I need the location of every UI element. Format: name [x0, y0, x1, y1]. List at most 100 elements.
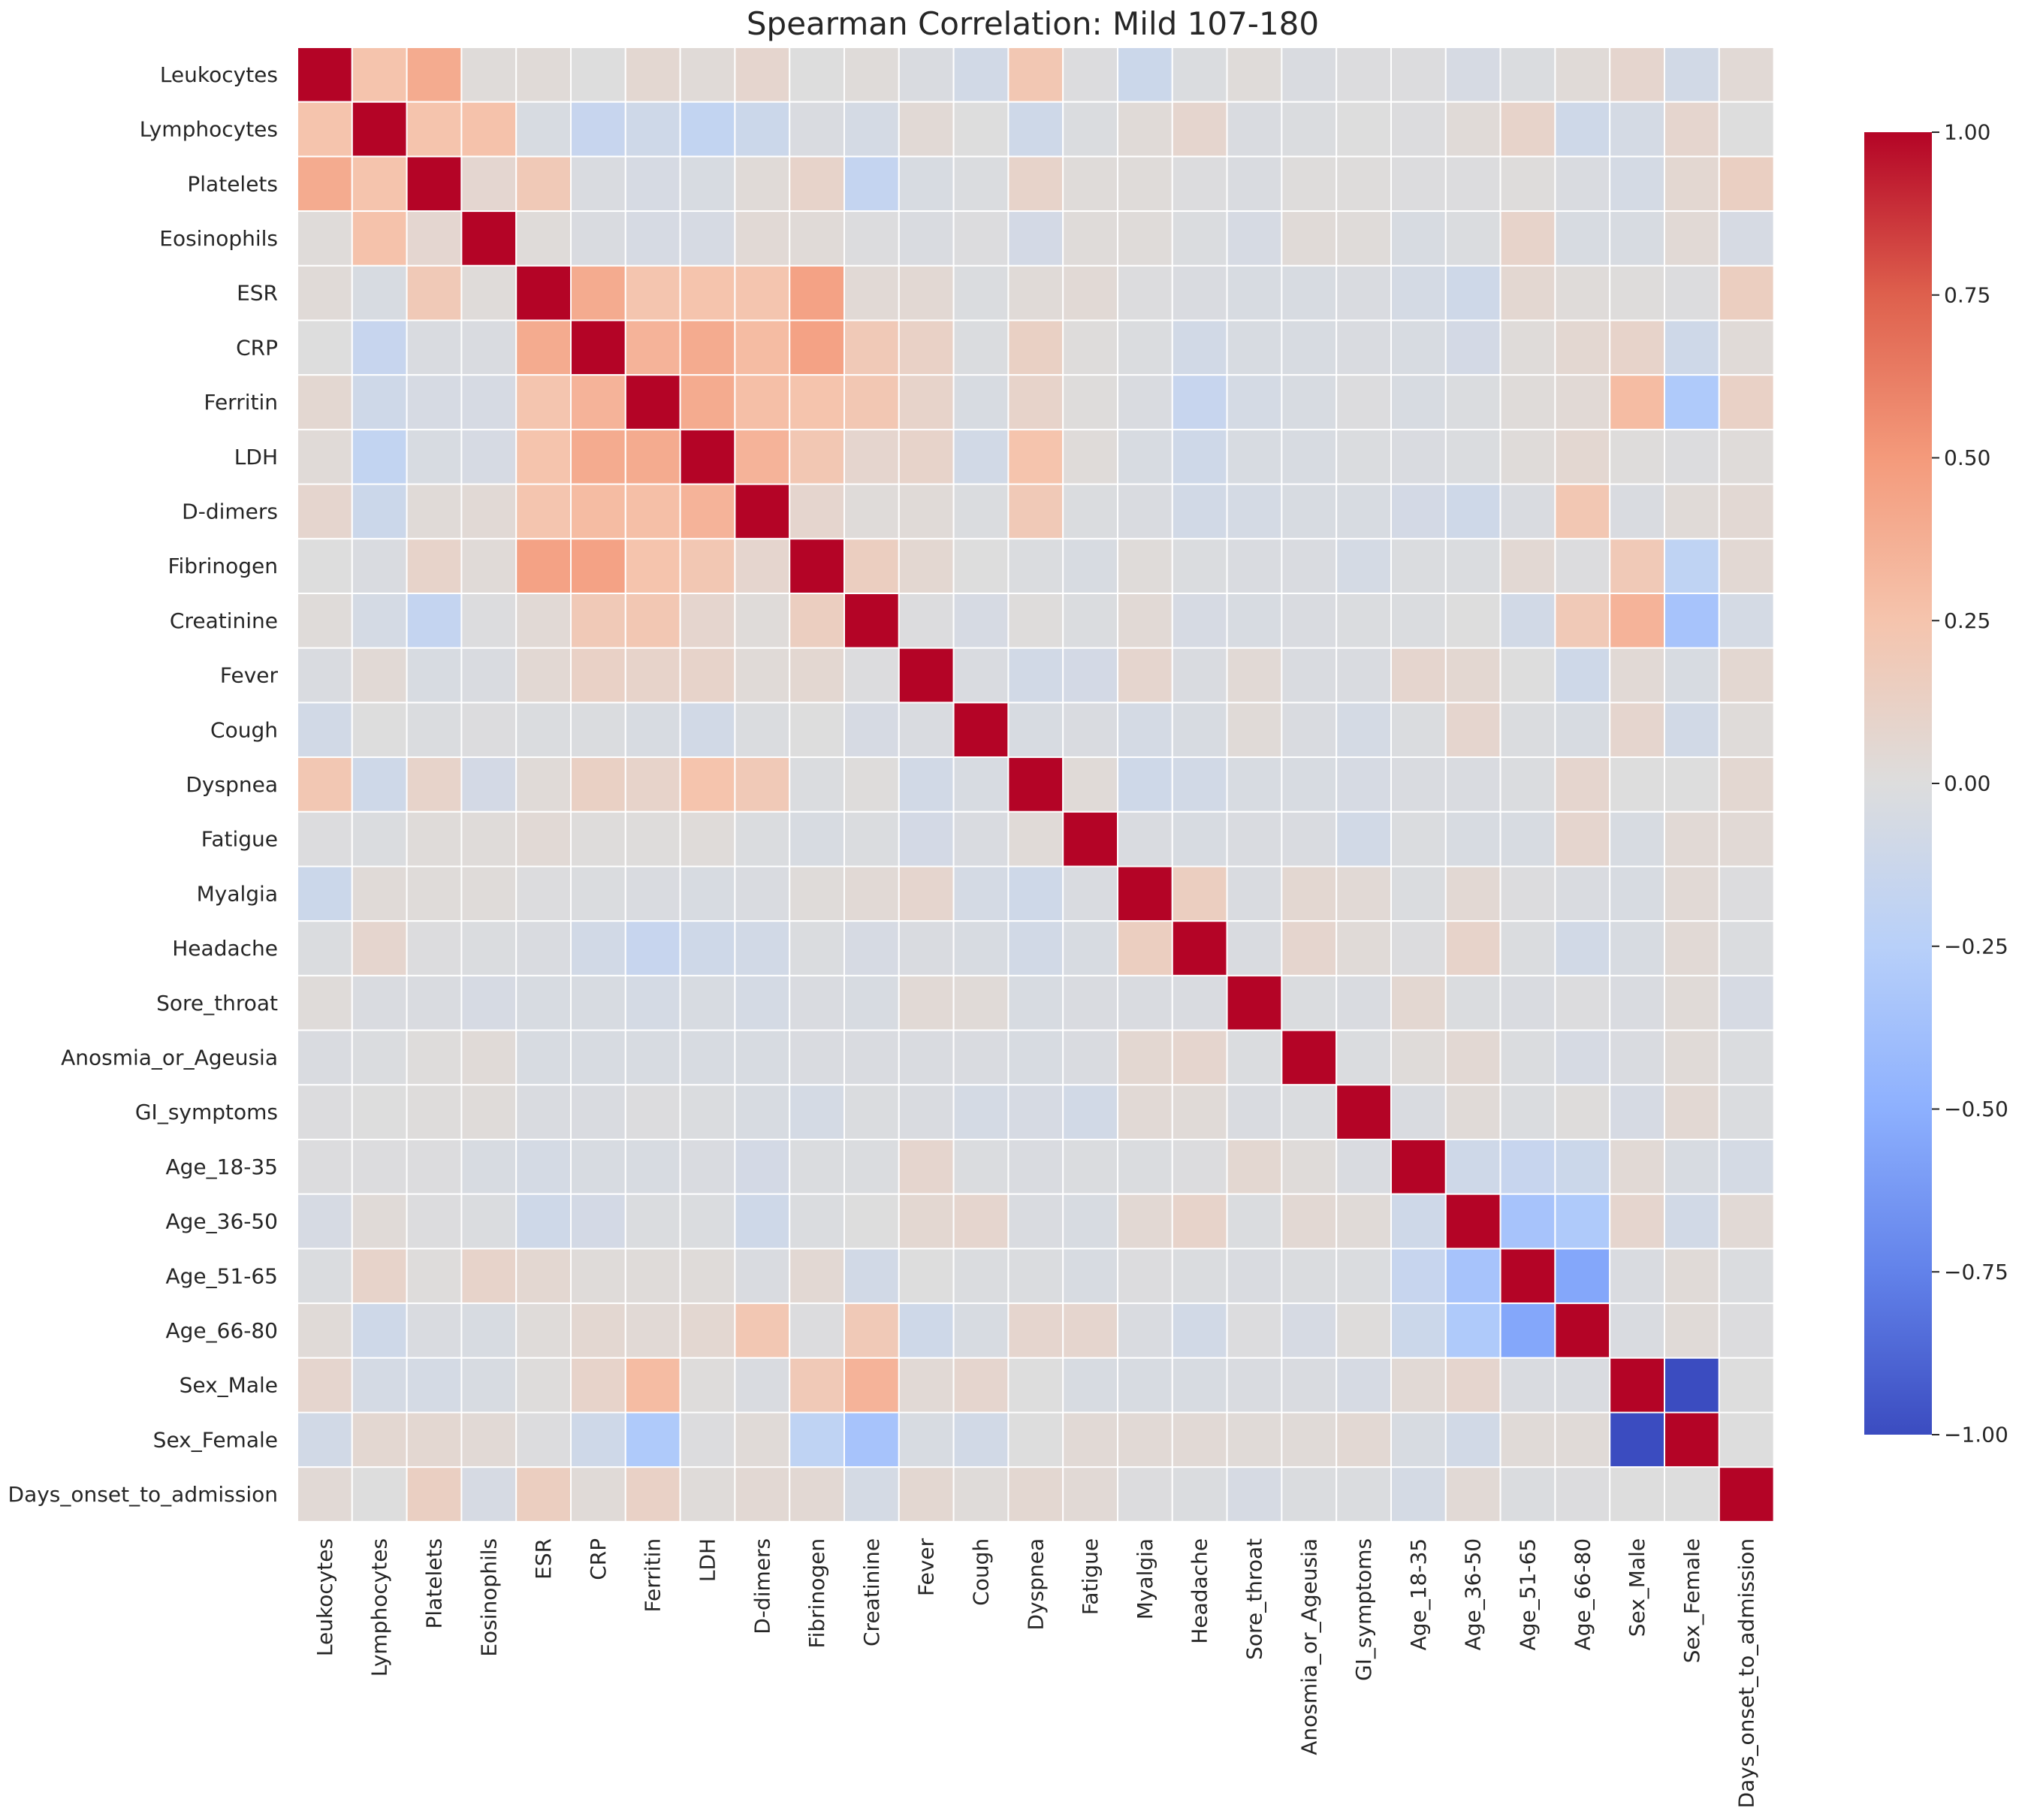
heatmap-cell-anosmia-or-ageusia-leukocytes — [297, 1029, 353, 1086]
heatmap-cell-platelets-leukocytes — [297, 155, 353, 213]
heatmap-cell-ferritin-fatigue — [1062, 374, 1118, 430]
heatmap-cell-lymphocytes-ferritin — [624, 101, 681, 158]
heatmap-cell-fatigue-age-36-50 — [1444, 810, 1501, 868]
heatmap-cell-fibrinogen-fibrinogen — [789, 538, 845, 594]
heatmap-cell-creatinine-gi-symptoms — [1335, 593, 1392, 649]
heatmap-cell-days-onset-to-admission-age-66-80 — [1554, 1466, 1611, 1523]
heatmap-cell-fever-anosmia-or-ageusia — [1281, 647, 1338, 704]
heatmap-cell-age-51-65-age-66-80 — [1554, 1248, 1611, 1305]
heatmap-cell-cough-age-36-50 — [1444, 702, 1501, 759]
heatmap-cell-cough-fatigue — [1062, 702, 1118, 759]
heatmap-cell-age-51-65-esr — [515, 1248, 572, 1305]
heatmap-cell-fibrinogen-lymphocytes — [351, 538, 408, 594]
heatmap-cell-age-18-35-fibrinogen — [789, 1139, 845, 1195]
heatmap-cell-sore-throat-eosinophils — [460, 974, 518, 1031]
heatmap-cell-fibrinogen-sex-female — [1664, 538, 1720, 594]
heatmap-cell-leukocytes-days-onset-to-admission — [1718, 47, 1775, 103]
heatmap-cell-days-onset-to-admission-age-51-65 — [1499, 1466, 1556, 1523]
heatmap-cell-headache-crp — [570, 920, 626, 976]
heatmap-cell-age-51-65-dyspnea — [1007, 1248, 1064, 1305]
heatmap-cell-ferritin-sore-throat — [1226, 374, 1283, 430]
heatmap-cell-sex-female-age-36-50 — [1444, 1411, 1501, 1468]
heatmap-cell-cough-eosinophils — [460, 702, 518, 759]
heatmap-cell-age-36-50-sex-female — [1664, 1193, 1720, 1250]
heatmap-cell-fibrinogen-age-36-50 — [1444, 538, 1501, 594]
heatmap-cell-sex-male-leukocytes — [297, 1357, 353, 1414]
heatmap-cell-ldh-fatigue — [1062, 428, 1118, 485]
heatmap-cell-eosinophils-d-dimers — [734, 210, 791, 267]
heatmap-cell-d-dimers-leukocytes — [297, 483, 353, 540]
heatmap-cell-eosinophils-age-36-50 — [1444, 210, 1501, 267]
heatmap-cell-fatigue-gi-symptoms — [1335, 810, 1392, 868]
heatmap-cell-creatinine-platelets — [406, 593, 463, 649]
heatmap-cell-esr-lymphocytes — [351, 264, 408, 321]
column-label-age-51-65: Age_51-65 — [1516, 1538, 1541, 1651]
heatmap-cell-days-onset-to-admission-eosinophils — [460, 1466, 518, 1523]
colorbar-tick-label: 0.75 — [1944, 282, 1990, 307]
heatmap-cell-platelets-creatinine — [844, 155, 900, 213]
heatmap-cell-ferritin-age-66-80 — [1554, 374, 1611, 430]
heatmap-cell-gi-symptoms-fatigue — [1062, 1084, 1118, 1141]
heatmap-cell-leukocytes-age-66-80 — [1554, 47, 1611, 103]
heatmap-cell-age-66-80-creatinine — [844, 1302, 900, 1359]
heatmap-cell-creatinine-age-18-35 — [1390, 593, 1447, 649]
heatmap-cell-age-36-50-headache — [1171, 1193, 1228, 1250]
heatmap-cell-fibrinogen-eosinophils — [460, 538, 518, 594]
heatmap-cell-sex-male-myalgia — [1117, 1357, 1173, 1414]
heatmap-cell-fever-lymphocytes — [351, 647, 408, 704]
heatmap-cell-gi-symptoms-creatinine — [844, 1084, 900, 1141]
heatmap-cell-gi-symptoms-ferritin — [624, 1084, 681, 1141]
heatmap-cell-cough-ferritin — [624, 702, 681, 759]
heatmap-cell-eosinophils-age-51-65 — [1499, 210, 1556, 267]
heatmap-cell-platelets-fatigue — [1062, 155, 1118, 213]
heatmap-cell-myalgia-esr — [515, 865, 572, 922]
heatmap-cell-eosinophils-leukocytes — [297, 210, 353, 267]
heatmap-cell-fever-platelets — [406, 647, 463, 704]
heatmap-cell-days-onset-to-admission-fatigue — [1062, 1466, 1118, 1523]
heatmap-cell-cough-days-onset-to-admission — [1718, 702, 1775, 759]
heatmap-cell-esr-fatigue — [1062, 264, 1118, 321]
heatmap-cell-myalgia-platelets — [406, 865, 463, 922]
heatmap-cell-anosmia-or-ageusia-headache — [1171, 1029, 1228, 1086]
heatmap-cell-sex-female-days-onset-to-admission — [1718, 1411, 1775, 1468]
heatmap-cell-ferritin-esr — [515, 374, 572, 430]
heatmap-cell-sex-male-platelets — [406, 1357, 463, 1414]
heatmap-cell-eosinophils-platelets — [406, 210, 463, 267]
heatmap-cell-sore-throat-esr — [515, 974, 572, 1031]
heatmap-cell-sore-throat-days-onset-to-admission — [1718, 974, 1775, 1031]
heatmap-cell-leukocytes-sex-male — [1609, 47, 1665, 103]
heatmap-cell-gi-symptoms-fibrinogen — [789, 1084, 845, 1141]
heatmap-cell-cough-ldh — [679, 702, 736, 759]
heatmap-cell-age-51-65-creatinine — [844, 1248, 900, 1305]
heatmap-cell-d-dimers-gi-symptoms — [1335, 483, 1392, 540]
heatmap-cell-leukocytes-dyspnea — [1007, 47, 1064, 103]
heatmap-cell-platelets-dyspnea — [1007, 155, 1064, 213]
heatmap-cell-lymphocytes-cough — [952, 101, 1010, 158]
heatmap-cell-days-onset-to-admission-d-dimers — [734, 1466, 791, 1523]
heatmap-cell-gi-symptoms-headache — [1171, 1084, 1228, 1141]
column-label-age-66-80: Age_66-80 — [1570, 1538, 1595, 1651]
colorbar-tick-label: 1.00 — [1944, 120, 1990, 145]
heatmap-cell-myalgia-age-51-65 — [1499, 865, 1556, 922]
heatmap-cell-age-51-65-leukocytes — [297, 1248, 353, 1305]
heatmap-cell-fibrinogen-age-18-35 — [1390, 538, 1447, 594]
heatmap-cell-age-36-50-age-18-35 — [1390, 1193, 1447, 1250]
heatmap-cell-dyspnea-sex-female — [1664, 756, 1720, 813]
heatmap-cell-dyspnea-sore-throat — [1226, 756, 1283, 813]
heatmap-cell-lymphocytes-fibrinogen — [789, 101, 845, 158]
heatmap-cell-headache-sore-throat — [1226, 920, 1283, 976]
heatmap-cell-creatinine-age-51-65 — [1499, 593, 1556, 649]
heatmap-cell-fever-esr — [515, 647, 572, 704]
heatmap-cell-age-36-50-esr — [515, 1193, 572, 1250]
heatmap-cell-dyspnea-headache — [1171, 756, 1228, 813]
heatmap-cell-sore-throat-fatigue — [1062, 974, 1118, 1031]
heatmap-cell-dyspnea-fatigue — [1062, 756, 1118, 813]
heatmap-cell-ldh-esr — [515, 428, 572, 485]
heatmap-cell-eosinophils-fatigue — [1062, 210, 1118, 267]
heatmap-cell-headache-leukocytes — [297, 920, 353, 976]
heatmap-cell-sex-male-dyspnea — [1007, 1357, 1064, 1414]
heatmap-cell-cough-lymphocytes — [351, 702, 408, 759]
heatmap-cell-days-onset-to-admission-creatinine — [844, 1466, 900, 1523]
heatmap-cell-d-dimers-cough — [952, 483, 1010, 540]
heatmap-cell-gi-symptoms-gi-symptoms — [1335, 1084, 1392, 1141]
